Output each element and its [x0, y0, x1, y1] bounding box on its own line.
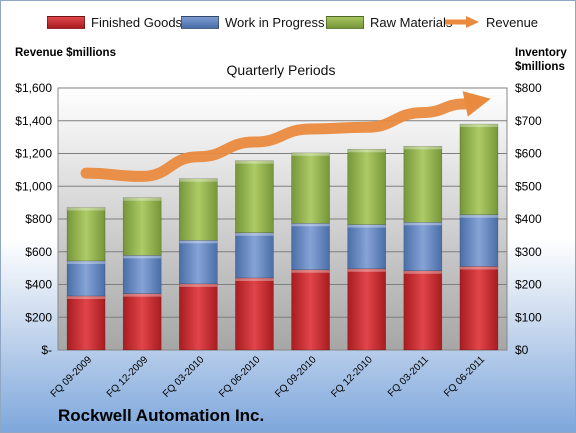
bar-finished-goods [66, 295, 106, 351]
bar-top-highlight [347, 268, 386, 272]
category-label: FQ 06-2010 [217, 354, 263, 400]
bar-raw-materials [235, 160, 274, 234]
legend-label-raw-materials: Raw Materials [370, 14, 453, 30]
left-tick-label: $800 [25, 212, 52, 226]
category-label: FQ 12-2009 [105, 354, 151, 400]
bar-top-highlight [403, 270, 442, 274]
bar-top-highlight [347, 224, 386, 228]
bar-raw-materials [122, 197, 162, 256]
bar-top-highlight [123, 293, 162, 297]
bar-raw-materials [347, 148, 386, 225]
right-tick-label: $700 [515, 114, 542, 128]
bar-work-in-progress [403, 221, 443, 272]
right-tick-label: $0 [515, 343, 529, 357]
bar-work-in-progress [66, 260, 106, 297]
bar-finished-goods [122, 293, 162, 351]
bar-work-in-progress [122, 255, 162, 294]
bar-finished-goods [235, 277, 274, 351]
company-name: Rockwell Automation Inc. [58, 406, 265, 425]
bar-top-highlight [67, 207, 106, 211]
bar-finished-goods [179, 283, 218, 351]
bar-work-in-progress [459, 214, 499, 267]
right-tick-label: $800 [515, 81, 542, 95]
bar-work-in-progress [347, 224, 386, 270]
left-tick-label: $1,600 [15, 81, 52, 95]
bar-top-highlight [67, 295, 106, 299]
bar-top-highlight [459, 266, 498, 270]
bar-finished-goods [291, 269, 330, 351]
left-axis-title: Revenue $millions [15, 47, 116, 59]
legend-label-finished-goods: Finished Goods [91, 14, 183, 30]
category-label: FQ 03-2010 [161, 354, 207, 400]
left-tick-label: $1,400 [15, 114, 52, 128]
bar-top-highlight [179, 178, 218, 182]
bar-top-highlight [403, 146, 442, 150]
bar-raw-materials [179, 178, 218, 241]
bar-top-highlight [459, 124, 498, 128]
category-label: FQ 12-2010 [329, 354, 375, 400]
right-tick-label: $300 [515, 245, 542, 259]
right-tick-label: $600 [515, 147, 542, 161]
legend-item-raw-materials: Raw Materials [326, 13, 452, 31]
legend-item-finished-goods: Finished Goods [47, 13, 182, 31]
bar-top-highlight [235, 160, 274, 164]
bar-top-highlight [235, 232, 274, 236]
category-label: FQ 09-2009 [49, 354, 95, 400]
bar-top-highlight [291, 152, 330, 156]
bar-raw-materials [403, 145, 443, 223]
legend-label-revenue: Revenue [486, 14, 539, 30]
revenue-arrowhead [462, 91, 491, 117]
legend-item-revenue: Revenue [444, 13, 538, 31]
bar-top-highlight [123, 255, 162, 259]
bar-raw-materials [459, 123, 499, 216]
bar-finished-goods [403, 270, 443, 351]
legend-item-work-in-progress: Work in Progress [181, 13, 324, 31]
bar-top-highlight [291, 269, 330, 273]
bar-top-highlight [291, 223, 330, 227]
legend-label-work-in-progress: Work in Progress [225, 14, 325, 30]
right-tick-label: $500 [515, 179, 542, 193]
bar-top-highlight [179, 240, 218, 244]
bar-work-in-progress [179, 239, 218, 285]
legend-swatch-finished-goods [47, 15, 85, 29]
bar-top-highlight [67, 260, 106, 264]
right-tick-label: $400 [515, 212, 542, 226]
revenue-line [80, 98, 471, 182]
right-tick-label: $200 [515, 278, 542, 292]
left-tick-label: $- [41, 343, 52, 357]
left-tick-label: $1,200 [15, 147, 52, 161]
bar-top-highlight [179, 283, 218, 287]
right-axis-title: Inventory $millions [515, 47, 567, 73]
legend-swatch-raw-materials [326, 15, 364, 29]
bar-work-in-progress [235, 232, 274, 279]
category-label: FQ 09-2010 [273, 354, 319, 400]
left-tick-label: $400 [25, 278, 52, 292]
category-label: FQ 06-2011 [442, 354, 487, 399]
bar-top-highlight [123, 197, 162, 201]
right-tick-label: $100 [515, 310, 542, 324]
bar-top-highlight [403, 222, 442, 226]
left-tick-label: $200 [25, 310, 52, 324]
category-label: FQ 03-2011 [386, 354, 431, 399]
bar-top-highlight [459, 214, 498, 218]
left-tick-label: $600 [25, 245, 52, 259]
bar-raw-materials [66, 207, 106, 262]
legend-arrow-icon [445, 16, 479, 28]
legend-swatch-work-in-progress [181, 15, 219, 29]
bar-top-highlight [235, 277, 274, 281]
bar-top-highlight [347, 149, 386, 153]
chart-subtitle: Quarterly Periods [226, 62, 336, 78]
bar-work-in-progress [291, 222, 330, 271]
left-tick-label: $1,000 [15, 179, 52, 193]
bar-finished-goods [347, 268, 386, 351]
bar-raw-materials [291, 152, 330, 224]
bar-finished-goods [459, 266, 499, 351]
